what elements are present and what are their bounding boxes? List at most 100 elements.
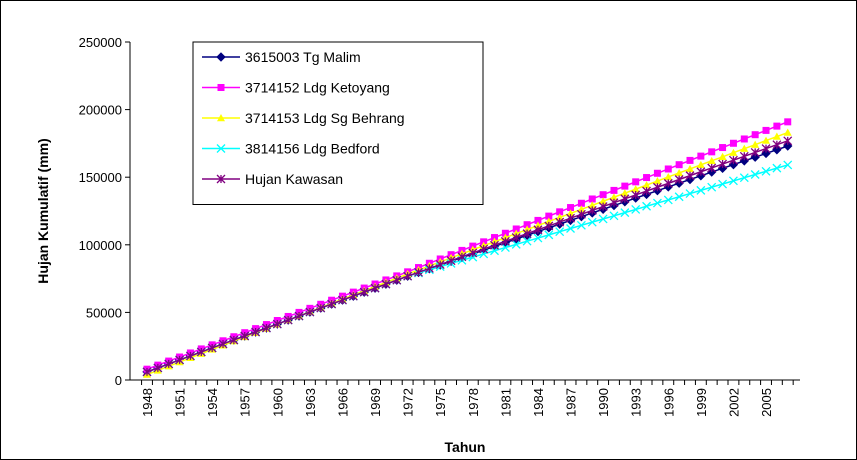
marker [620, 208, 630, 218]
marker [761, 166, 771, 176]
marker [664, 165, 672, 173]
marker [338, 295, 347, 305]
y-tick-label: 50000 [86, 305, 122, 320]
marker [729, 148, 738, 156]
marker [739, 173, 749, 183]
x-tick-label: 1963 [303, 388, 318, 417]
legend-marker [217, 84, 225, 91]
x-tick-label: 1981 [498, 388, 513, 417]
marker [523, 221, 531, 229]
marker [652, 182, 662, 192]
x-tick-label: 1990 [596, 388, 611, 417]
marker [708, 148, 716, 156]
marker [728, 155, 738, 165]
marker [751, 140, 760, 148]
legend-box [192, 41, 484, 205]
marker [588, 201, 597, 209]
marker [207, 343, 217, 353]
marker [750, 147, 760, 157]
y-tick-label: 200000 [79, 103, 122, 118]
marker [348, 291, 358, 301]
marker [740, 144, 749, 152]
marker [555, 213, 564, 221]
marker [599, 197, 608, 205]
x-tick-label: 1975 [433, 388, 448, 417]
marker [587, 205, 597, 215]
marker [751, 131, 759, 139]
marker [697, 152, 705, 160]
marker [567, 204, 575, 212]
marker [631, 190, 641, 200]
marker [686, 156, 694, 164]
marker [576, 209, 586, 219]
marker [566, 213, 575, 223]
marker [728, 176, 738, 186]
marker [762, 136, 771, 144]
marker [772, 163, 782, 173]
marker [533, 225, 543, 235]
marker [370, 283, 380, 293]
marker [359, 287, 369, 297]
marker [491, 234, 499, 242]
marker [632, 178, 640, 186]
x-tick-label: 2002 [726, 388, 741, 417]
marker [316, 303, 326, 313]
marker [696, 185, 706, 195]
x-tick-label: 1996 [661, 388, 676, 417]
marker [327, 299, 337, 309]
marker [643, 174, 651, 182]
x-tick-label: 1960 [270, 388, 285, 417]
marker [588, 195, 596, 203]
marker [251, 327, 261, 337]
marker [719, 144, 727, 152]
legend-label: 3714153 Ldg Sg Behrang [245, 110, 405, 126]
x-tick-label: 1957 [238, 388, 253, 417]
legend-label: 3615003 Tg Malim [245, 49, 361, 65]
marker [674, 175, 684, 184]
marker [674, 192, 684, 202]
marker [663, 178, 673, 188]
marker [533, 233, 543, 243]
marker [229, 335, 239, 345]
marker [696, 160, 705, 169]
x-tick-label: 1969 [368, 388, 383, 417]
marker [620, 189, 629, 197]
marker [653, 177, 662, 185]
marker [707, 163, 717, 173]
x-tick-label: 1948 [140, 388, 155, 417]
marker [457, 252, 467, 262]
marker [750, 170, 760, 179]
marker [544, 217, 553, 225]
marker [392, 275, 402, 285]
marker [576, 220, 586, 230]
marker [153, 363, 163, 373]
legend-marker [216, 52, 226, 62]
marker [240, 331, 250, 341]
marker [500, 236, 510, 246]
marker [783, 128, 792, 136]
marker [555, 227, 565, 237]
marker [196, 347, 206, 357]
marker [577, 199, 585, 207]
series-line [146, 140, 788, 373]
y-tick-label: 150000 [79, 170, 122, 185]
marker [609, 211, 619, 221]
y-tick-label: 0 [115, 373, 122, 388]
marker [783, 136, 793, 146]
marker [577, 205, 586, 213]
marker [685, 189, 695, 199]
marker [598, 214, 608, 224]
x-tick-label: 1999 [694, 388, 709, 417]
marker [414, 267, 423, 277]
marker [686, 164, 694, 173]
marker [566, 224, 575, 233]
marker [685, 171, 695, 181]
marker [609, 193, 618, 201]
x-tick-label: 2005 [759, 388, 774, 417]
y-axis-title: Hujan Kumulatif (mm) [35, 138, 51, 283]
legend-marker [217, 114, 225, 122]
marker [783, 160, 793, 170]
marker [587, 217, 597, 227]
x-tick-label: 1972 [401, 388, 416, 417]
